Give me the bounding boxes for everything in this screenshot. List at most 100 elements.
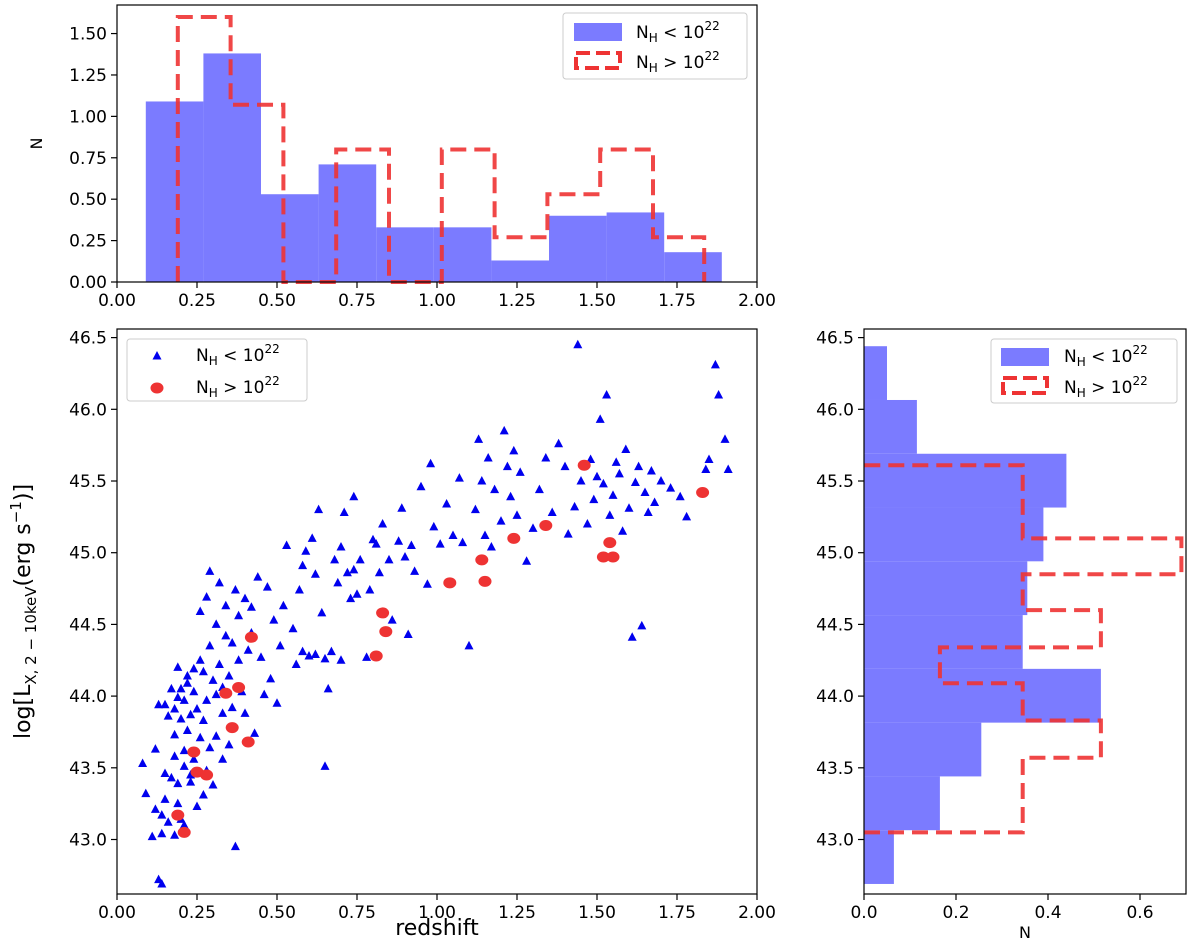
y-tick-label: 46.5 [816, 329, 854, 349]
scatter-point-nh-low [205, 742, 215, 752]
scatter-point-nh-low [640, 487, 650, 496]
y-tick-label: 1.00 [69, 107, 107, 127]
scatter-point-nh-low [643, 507, 653, 517]
y-tick-label: 1.25 [69, 66, 107, 86]
histogram-step-nh-high [175, 15, 707, 284]
scatter-point-nh-low [480, 530, 490, 539]
scatter-point-nh-low [259, 689, 269, 699]
scatter-point-nh-low [499, 425, 509, 435]
scatter-point-nh-low [634, 461, 644, 471]
histogram-step-nh-high [864, 463, 1184, 835]
scatter-point-nh-low [138, 758, 148, 768]
scatter-point-nh-low [346, 593, 356, 603]
scatter-point-nh-low [189, 754, 199, 763]
scatter-point-nh-low [541, 453, 551, 462]
scatter-point-nh-low [282, 540, 292, 550]
scatter-point-nh-low [298, 646, 308, 656]
scatter-point-nh-low [403, 629, 413, 638]
scatter-point-nh-low [502, 461, 512, 471]
histogram-bar-nh-low [864, 668, 1101, 723]
scatter-point-nh-low [298, 560, 308, 570]
scatter-point-nh-low [224, 671, 234, 680]
scatter-point-nh-low [160, 699, 170, 709]
scatter-point-nh-low [512, 510, 522, 519]
scatter-point-nh-low [352, 589, 362, 598]
scatter-point-nh-low [163, 817, 173, 826]
scatter-point-nh-low [509, 445, 519, 455]
scatter-point-nh-low [163, 711, 173, 720]
scatter-point-nh-low [400, 552, 410, 561]
scatter-point-nh-low [234, 655, 244, 664]
x-tick-label: 1.25 [498, 291, 536, 311]
scatter-point-nh-low [464, 640, 474, 650]
histogram-bar-nh-low [376, 227, 434, 282]
legend: NH < 1022 NH > 1022 [126, 338, 308, 402]
scatter-point-nh-low [506, 491, 516, 501]
scatter-point-nh-low [278, 600, 288, 610]
scatter-point-nh-low [666, 483, 676, 492]
scatter-point-nh-low [317, 607, 327, 617]
scatter-point-nh-low [723, 464, 733, 474]
y-tick-label: 43.5 [816, 759, 854, 779]
y-tick-label: 44.0 [69, 687, 107, 707]
scatter-point-nh-low [656, 476, 666, 485]
x-tick-label: 1.50 [578, 291, 616, 311]
scatter-point-nh-low [646, 465, 656, 475]
scatter-point-nh-low [173, 778, 183, 788]
legend-swatch-nh-low [574, 23, 622, 41]
y-axis-label: N [27, 138, 46, 150]
scatter-point-nh-low [710, 359, 720, 369]
histogram-bar-nh-low [318, 164, 377, 282]
histogram-bar-nh-low [864, 507, 1044, 562]
scatter-point-nh-low [448, 530, 458, 539]
histogram-bar-nh-low [864, 346, 887, 400]
scatter-point-nh-low [589, 494, 599, 504]
scatter-point-nh-low [314, 504, 324, 514]
scatter-point-nh-low [208, 675, 218, 684]
scatter-point-nh-low [186, 777, 196, 786]
scatter-point-nh-low [371, 539, 381, 548]
scatter-point-nh-low [211, 731, 221, 740]
scatter-point-nh-low [205, 566, 215, 575]
scatter-point-nh-low [474, 434, 484, 443]
scatter-point-nh-low [218, 708, 228, 717]
scatter-point-nh-low [336, 655, 346, 664]
scatter-point-nh-low [426, 458, 436, 468]
histogram-bar-nh-low [549, 215, 607, 282]
scatter-point-nh-low [176, 714, 186, 723]
scatter-point-nh-low [179, 820, 189, 829]
scatter-point-nh-low [704, 454, 714, 463]
scatter-point-nh-low [166, 683, 176, 693]
histogram-bar-nh-low [606, 212, 665, 282]
scatter-point-nh-low [355, 554, 365, 564]
scatter-point-nh-low [598, 478, 608, 488]
scatter-point-nh-low [611, 457, 621, 466]
scatter-point-nh-low [342, 567, 352, 577]
scatter-point-nh-low [554, 438, 564, 448]
histogram-bar-nh-low [864, 453, 1067, 508]
scatter-point-nh-low [266, 673, 276, 683]
x-tick-label: 2.00 [738, 903, 776, 923]
y-tick-label: 0.75 [69, 149, 107, 169]
scatter-point-nh-low [243, 645, 253, 654]
x-tick-label: 0.50 [258, 291, 296, 311]
scatter-point-nh-low [246, 602, 256, 611]
scatter-point-nh-low [483, 453, 493, 462]
scatter-point-nh-high [443, 577, 457, 589]
scatter-point-nh-low [378, 519, 388, 528]
scatter-point-nh-high [241, 736, 255, 748]
scatter-point-nh-low [560, 461, 570, 471]
scatter-point-nh-low [192, 704, 202, 713]
y-tick-label: 43.0 [816, 831, 854, 851]
scatter-point-nh-low [486, 541, 496, 551]
scatter-point-nh-low [326, 646, 336, 656]
scatter-point-nh-low [608, 490, 618, 499]
scatter-point-nh-low [250, 728, 260, 737]
legend-label-nh-low: NH < 1022 [196, 342, 280, 368]
scatter-point-nh-low [714, 389, 724, 399]
scatter-point-nh-low [301, 546, 311, 555]
scatter-point-nh-low [429, 521, 439, 531]
x-tick-label: 1.00 [418, 903, 456, 923]
scatter-point-nh-low [240, 593, 250, 603]
scatter-point-nh-low [224, 739, 234, 749]
